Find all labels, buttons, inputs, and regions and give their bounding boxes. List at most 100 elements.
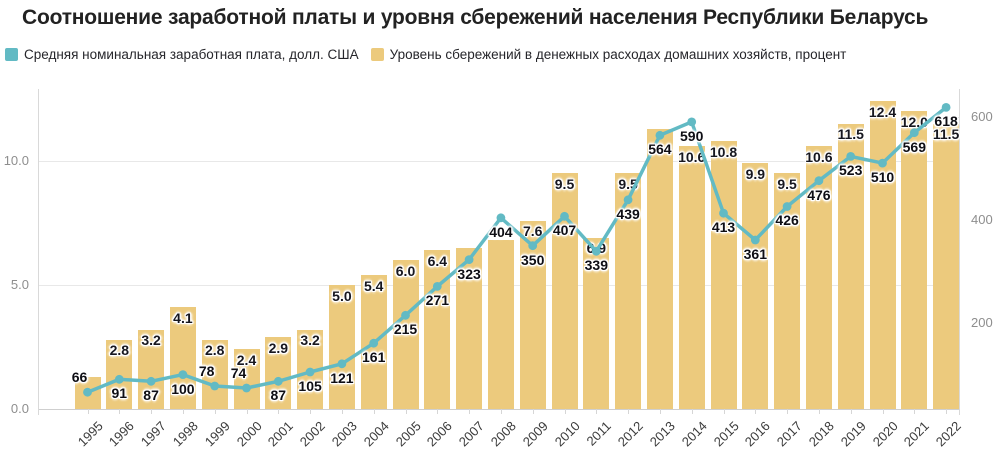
year-label-2004: 2004 <box>360 418 392 450</box>
x-axis-tick-2017 <box>787 409 789 414</box>
year-label-2015: 2015 <box>710 418 742 450</box>
bar-2004 <box>360 275 387 409</box>
x-axis-tick-2011 <box>596 409 598 414</box>
wage-label-2010: 407 <box>552 222 577 239</box>
bar-2010 <box>551 173 578 409</box>
wage-label-2021: 569 <box>902 138 926 155</box>
y-axis-tick-label: 10.0 <box>3 153 29 168</box>
wage-label-2022: 618 <box>934 113 958 130</box>
year-label-2010: 2010 <box>551 418 583 450</box>
bar-2003 <box>328 285 355 409</box>
wage-label-2012: 439 <box>616 205 640 222</box>
wage-label-1995: 66 <box>71 369 88 386</box>
year-label-1997: 1997 <box>137 418 170 450</box>
year-label-2018: 2018 <box>805 418 837 450</box>
year-label-2006: 2006 <box>424 418 456 450</box>
year-label-2014: 2014 <box>678 418 710 450</box>
wage-label-2008: 404 <box>489 223 513 240</box>
bar-2017 <box>774 173 801 409</box>
x-axis-tick-2012 <box>628 409 630 414</box>
bar-label-2015: 10.8 <box>709 143 738 160</box>
y-axis-tick-label: 5.0 <box>10 277 29 292</box>
x-axis-tick-2015 <box>723 409 725 414</box>
wage-label-2000: 74 <box>230 365 247 382</box>
year-label-2019: 2019 <box>837 418 869 450</box>
bar-label-1997: 3.2 <box>141 332 161 349</box>
wage-point-2008 <box>496 213 506 223</box>
wage-label-1996: 91 <box>111 385 128 402</box>
year-label-2021: 2021 <box>901 418 933 450</box>
year-label-2000: 2000 <box>233 418 265 450</box>
wage-label-2009: 350 <box>521 251 545 268</box>
x-axis-tick-1995 <box>87 409 89 414</box>
bar-2015 <box>710 141 737 409</box>
x-axis-tick-2007 <box>469 409 471 414</box>
bar-2022 <box>933 123 960 409</box>
bar-label-2020: 12.4 <box>868 103 897 120</box>
gridline-0.0 <box>38 409 959 410</box>
year-label-2016: 2016 <box>742 418 774 450</box>
bar-label-2017: 9.5 <box>777 175 797 192</box>
x-axis-tick-2000 <box>246 409 248 414</box>
year-label-1995: 1995 <box>74 418 106 450</box>
bar-label-2010: 9.5 <box>554 175 575 192</box>
wage-label-2020: 510 <box>870 169 895 186</box>
x-axis-tick-2016 <box>755 409 757 414</box>
year-label-2002: 2002 <box>296 418 329 450</box>
legend-item-wage: Средняя номинальная заработная плата, до… <box>5 47 359 62</box>
bar-2008 <box>487 240 514 409</box>
legend-label-savings: Уровень сбережений в денежных расходах д… <box>389 47 847 62</box>
year-label-2007: 2007 <box>455 418 488 450</box>
year-label-2020: 2020 <box>869 418 901 450</box>
year-label-2011: 2011 <box>583 418 615 449</box>
bar-label-2022: 11.5 <box>932 126 960 143</box>
bar-label-2006: 6.4 <box>427 252 448 269</box>
year-label-2008: 2008 <box>487 418 519 450</box>
wage-label-2002: 105 <box>298 378 322 395</box>
wage-label-2018: 476 <box>807 186 831 203</box>
wage-label-1998: 100 <box>171 380 195 397</box>
wage-label-2007: 323 <box>457 265 481 282</box>
wage-label-2014: 590 <box>680 127 704 144</box>
x-axis-tick-2014 <box>691 409 693 414</box>
bar-2014 <box>678 146 705 409</box>
year-label-2001: 2001 <box>265 418 297 450</box>
x-axis-tick-2002 <box>310 409 312 414</box>
legend-label-wage: Средняя номинальная заработная плата, до… <box>24 47 359 62</box>
x-axis-tick-2005 <box>405 409 407 414</box>
legend-item-savings: Уровень сбережений в денежных расходах д… <box>370 47 847 62</box>
wage-label-2013: 564 <box>648 141 672 158</box>
bar-label-2014: 10.6 <box>678 148 706 165</box>
right-axis-tick-label: 200 <box>971 315 993 331</box>
wage-label-1997: 87 <box>143 387 159 404</box>
wage-label-1999: 78 <box>198 362 215 379</box>
right-axis-line <box>959 89 960 415</box>
right-axis-tick <box>953 116 959 118</box>
wage-label-2003: 121 <box>330 369 354 386</box>
left-axis-line <box>38 89 39 415</box>
wage-point-2014 <box>687 117 697 127</box>
bar-label-2018: 10.6 <box>805 148 833 165</box>
wage-label-2006: 271 <box>425 292 449 309</box>
x-axis-tick-2018 <box>818 409 820 414</box>
bar-label-2005: 6.0 <box>395 262 416 279</box>
year-label-2003: 2003 <box>328 418 360 450</box>
x-axis-tick-2004 <box>373 409 375 414</box>
year-label-1998: 1998 <box>169 418 201 450</box>
year-label-2005: 2005 <box>392 418 424 450</box>
wage-label-2016: 361 <box>743 245 767 262</box>
wage-label-2019: 523 <box>839 162 863 179</box>
bar-label-2002: 3.2 <box>300 332 320 349</box>
x-axis-tick-2009 <box>532 409 534 414</box>
bar-label-2012: 9.5 <box>618 175 638 192</box>
wage-label-2011: 339 <box>584 257 608 274</box>
bar-label-2004: 5.4 <box>363 277 384 294</box>
bar-label-2001: 2.9 <box>268 339 289 356</box>
bar-label-1999: 2.8 <box>204 342 225 359</box>
year-label-1999: 1999 <box>201 418 233 450</box>
bar-label-2009: 7.6 <box>522 223 543 240</box>
x-axis-tick-2001 <box>278 409 280 414</box>
year-label-2022: 2022 <box>932 418 965 450</box>
x-axis-tick-2008 <box>500 409 502 414</box>
